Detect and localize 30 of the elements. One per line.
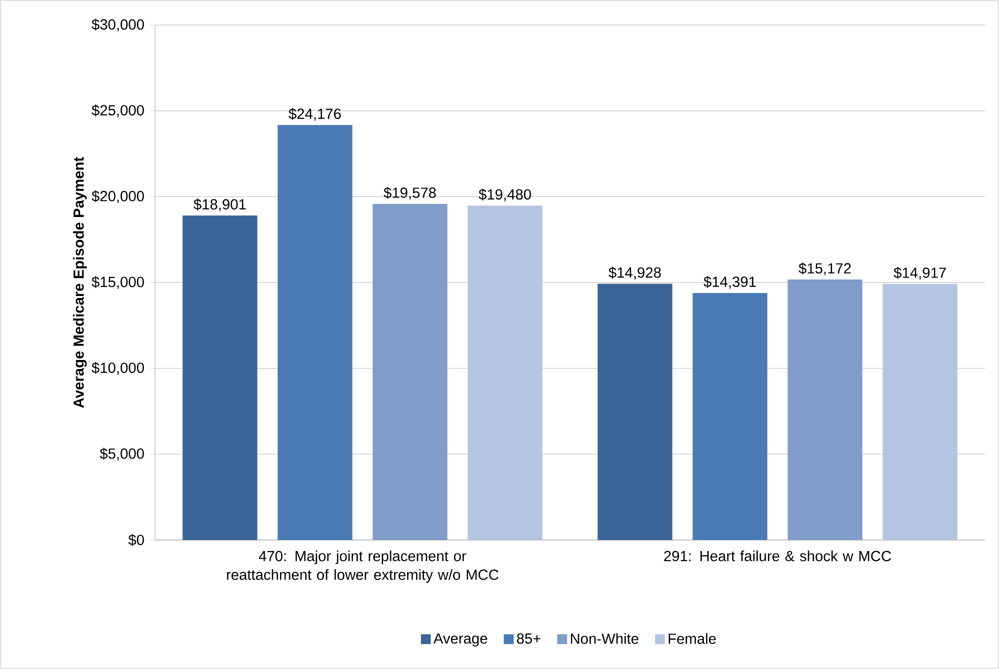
y-tick-label: $5,000 [100,448,144,461]
bar [598,284,672,540]
y-tick-label: $15,000 [92,276,144,289]
data-label: $19,578 [384,186,436,200]
bar [882,284,958,540]
data-label: $14,391 [704,276,756,289]
data-label: $14,928 [608,266,661,280]
y-tick-label: $10,000 [92,362,144,375]
legend-label: Average [433,633,488,647]
x-tick-label: 291: Heart failure & shock w MCC [664,550,892,562]
y-tick-label: $0 [128,534,144,546]
y-tick-label: $25,000 [92,104,144,118]
legend-label: 85+ [516,633,540,644]
bar [468,206,542,540]
data-label: $14,917 [894,266,946,280]
data-label: $24,176 [288,108,341,121]
y-tick-label: $20,000 [92,190,144,204]
x-tick-label: 470: Major joint replacement or reattachment of lower extremity w/o MCC [226,550,498,583]
data-label: $19,480 [478,188,531,202]
bar [278,124,352,540]
bar [372,204,448,540]
bar [788,280,862,540]
y-tick-label: $30,000 [92,18,144,32]
bar [182,216,258,540]
bar [692,292,768,540]
data-label: $15,172 [798,262,851,276]
data-label: $18,901 [194,198,246,212]
legend-label: Non-White [570,633,638,644]
y-axis-title: Average Medicare Episode Payment [73,157,87,408]
legend-label: Female [668,633,716,644]
